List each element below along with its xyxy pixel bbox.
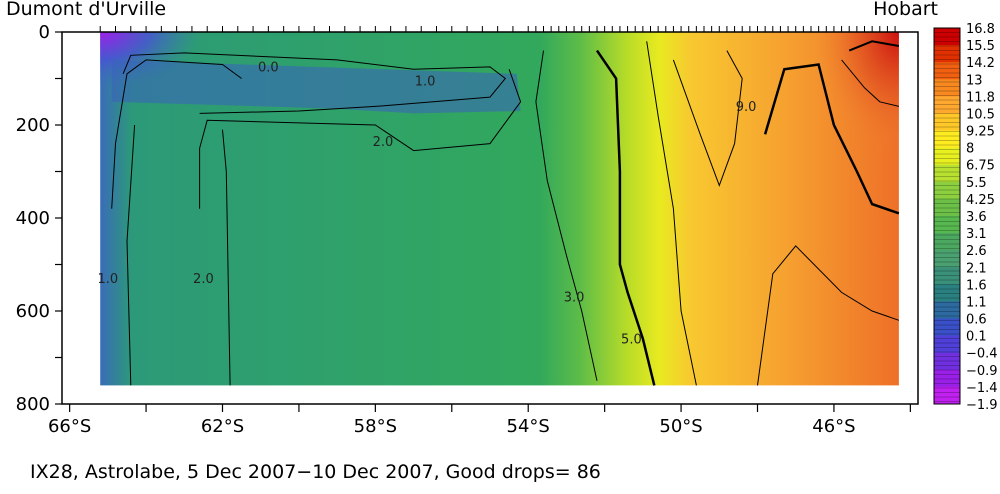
- colorbar-swatch: [934, 386, 960, 405]
- contour-line: [763, 63, 900, 215]
- x-tick-label: 50°S: [659, 416, 702, 437]
- colorbar-swatch: [934, 267, 960, 285]
- colorbar-label: 0.1: [966, 330, 987, 345]
- colorbar-label: 2.6: [966, 244, 987, 259]
- y-tick-label: 0: [39, 22, 50, 43]
- colorbar-label: 8: [966, 142, 974, 157]
- colorbar-swatch: [934, 181, 960, 200]
- plot-area: 0.0 1.0 2.0 9.0 5.0 3.0 1.0 2.0: [98, 32, 900, 386]
- colorbar-swatch: [934, 284, 960, 302]
- colorbar-swatch: [934, 164, 960, 183]
- colorbar-swatch: [934, 233, 960, 251]
- colorbar-swatch: [934, 369, 960, 388]
- contour-line: [757, 245, 900, 386]
- contour-label: 5.0: [621, 333, 642, 348]
- colorbar-label: 4.25: [966, 193, 995, 208]
- contour-label: 2.0: [373, 135, 394, 150]
- x-tick-label: 62°S: [201, 416, 244, 437]
- contour-line: [122, 52, 507, 114]
- contour-line: [646, 41, 697, 386]
- colorbar-label: 5.5: [966, 176, 987, 191]
- colorbar-label: 1.1: [966, 295, 987, 310]
- contour-line: [535, 50, 598, 381]
- axes: 66°S 62°S 58°S 54°S 50°S 46°S 0 200 400 600 800: [16, 22, 919, 437]
- colorbar-swatch: [934, 45, 960, 63]
- x-tick-label: 46°S: [812, 416, 855, 437]
- contour-label: 0.0: [258, 61, 279, 76]
- x-tick-label: 54°S: [507, 416, 550, 437]
- end-port-label: Hobart: [873, 0, 938, 20]
- colorbar-swatch: [934, 130, 960, 149]
- contour-line: [595, 49, 656, 386]
- colorbar-label: 10.5: [966, 107, 995, 122]
- y-tick-label: 800: [16, 394, 50, 415]
- colorbar-label: 3.6: [966, 210, 987, 225]
- colorbar-swatch: [934, 250, 960, 268]
- colorbar-label: 15.5: [966, 39, 995, 54]
- colorbar-swatch: [934, 62, 960, 80]
- colorbar-label: 11.8: [966, 90, 995, 105]
- contour-line: [848, 40, 900, 52]
- colorbar-label: 9.25: [966, 125, 995, 140]
- colorbar-label: 14.2: [966, 56, 995, 71]
- colorbar-swatch: [934, 335, 960, 354]
- colorbar-label: 6.75: [966, 159, 995, 174]
- colorbar-label: −1.9: [966, 398, 998, 413]
- contour-line: [222, 129, 231, 386]
- y-tick-label: 600: [16, 301, 50, 322]
- contour-line: [126, 124, 136, 386]
- colorbar-label: 16.8: [966, 22, 995, 37]
- colorbar-swatch: [934, 352, 960, 371]
- colorbar-label: −1.4: [966, 381, 998, 396]
- cold-tongue: [111, 59, 521, 114]
- contour-label: 3.0: [564, 291, 585, 306]
- colorbar-swatch: [934, 301, 960, 320]
- x-tick-label: 66°S: [48, 416, 91, 437]
- colorbar-swatch: [934, 198, 960, 217]
- section-caption: IX28, Astrolabe, 5 Dec 2007−10 Dec 2007,…: [30, 461, 601, 483]
- contour-label: 9.0: [736, 100, 757, 115]
- colorbar-frame: [933, 27, 961, 405]
- start-port-label: Dumont d'Urville: [6, 0, 167, 20]
- contour-line: [672, 50, 743, 187]
- colorbar-swatch: [934, 28, 960, 46]
- colorbar-label: 1.6: [966, 278, 987, 293]
- colorbar-swatch: [934, 318, 960, 337]
- colorbar: 16.8 15.5 14.2 13 11.8 10.5 9.25 8 6.75 5.5 4.25 3.…: [933, 22, 998, 413]
- contour-line: [199, 69, 522, 209]
- colorbar-label: −0.9: [966, 364, 998, 379]
- contour-label: 2.0: [193, 272, 214, 287]
- contour-label: 1.0: [415, 74, 436, 89]
- contour-line: [111, 59, 242, 209]
- colorbar-swatch: [934, 147, 960, 166]
- contour-label: 1.0: [98, 272, 119, 287]
- colorbar-label: 3.1: [966, 227, 987, 242]
- colorbar-label: 13: [966, 73, 983, 88]
- colorbar-label: 0.6: [966, 313, 987, 328]
- y-tick-label: 400: [16, 208, 50, 229]
- x-tick-label: 58°S: [354, 416, 397, 437]
- colorbar-swatch: [934, 96, 960, 114]
- colorbar-swatch: [934, 216, 960, 234]
- colorbar-swatch: [934, 79, 960, 97]
- y-tick-label: 200: [16, 115, 50, 136]
- colorbar-label: −0.4: [966, 347, 998, 362]
- colorbar-label: 2.1: [966, 261, 987, 276]
- colorbar-swatch: [934, 113, 960, 132]
- contour-line: [841, 59, 900, 107]
- warm-core: [758, 32, 899, 232]
